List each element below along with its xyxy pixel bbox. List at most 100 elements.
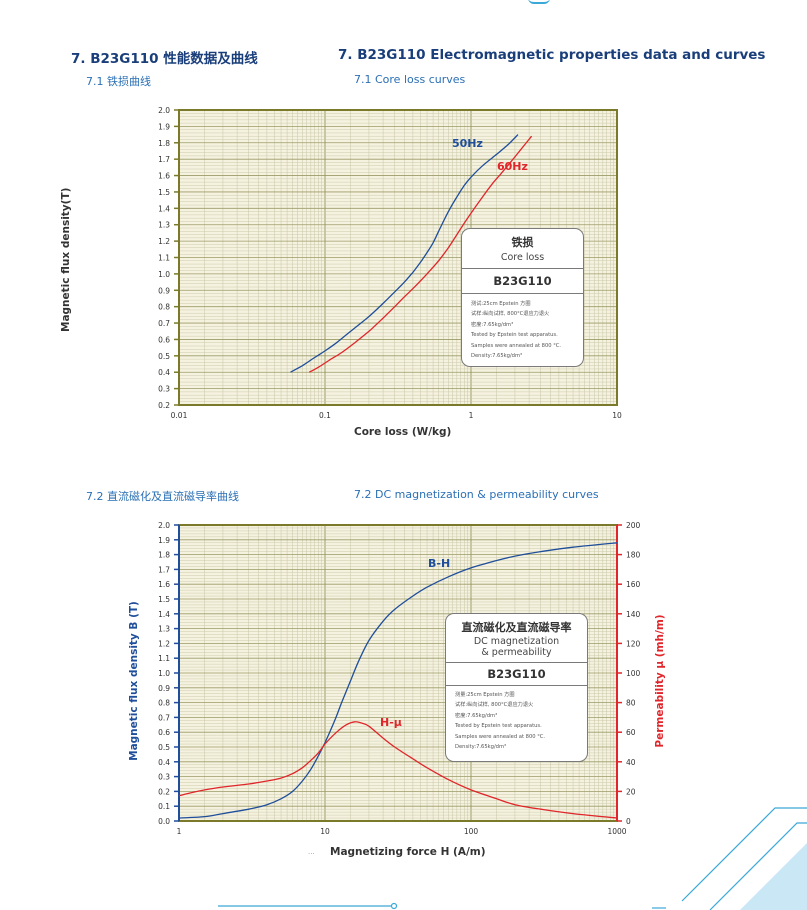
y-tick-label: 2.0 [158,106,170,115]
infobox-title-cn: 直流磁化及直流磁导率 [461,621,572,634]
infobox-note: Density:7.65kg/dm³ [455,744,507,751]
y-tick-label: 1.5 [158,188,170,197]
y-tick-label: 1.9 [158,122,170,131]
y-tick-label: 1.6 [158,580,170,589]
y2-tick-label: 80 [626,699,636,708]
infobox-title-en: Core loss [500,252,545,263]
dc-infobox: 直流磁化及直流磁导率 DC magnetization & permeabili… [445,613,588,762]
y-tick-label: 0.7 [158,713,170,722]
y-tick-label: 1.7 [158,565,170,574]
x-tick-label: 0.1 [319,411,331,420]
core-loss-subtitle-cn: 7.1 铁损曲线 [86,75,151,88]
x-tick-label: 0.01 [171,411,188,420]
y-tick-label: 1.4 [158,610,170,619]
top-decor-mark [528,0,550,4]
y2-tick-label: 100 [626,669,641,678]
series-label-h-mu: H-μ [380,716,402,729]
y-tick-label: 1.9 [158,536,170,545]
y-tick-label: 0.6 [158,728,170,737]
y-tick-label: 0.5 [158,743,170,752]
y-tick-label: 0.3 [158,385,170,394]
x-tick-label: 1000 [607,827,626,836]
y2-tick-label: 160 [626,580,641,589]
y-tick-label: 0.6 [158,335,170,344]
core-loss-x-axis-label: Core loss (W/kg) [354,426,452,438]
infobox-notes: 测量:25cm Epstein 方圈 试样:纵向试样, 800°C退应力退火 密… [446,690,587,752]
y-tick-label: 2.0 [158,521,170,530]
y-tick-label: 0.2 [158,787,170,796]
dc-x-axis-label: Magnetizing force H (A/m) [330,846,486,858]
core-loss-infobox: 铁损 Core loss B23G110 测试:25cm Epstein 方圈 … [461,228,584,367]
y-tick-label: 0.9 [158,286,170,295]
infobox-note: 测试:25cm Epstein 方圈 [471,301,531,307]
decor-line [709,822,807,910]
infobox-title-en-1: DC magnetization [473,636,560,647]
infobox-note: 密度:7.65kg/dm³ [471,321,514,328]
y-tick-label: 1.5 [158,595,170,604]
y2-tick-label: 120 [626,639,641,648]
series-line-60hz [308,135,533,373]
y-tick-label: 0.2 [158,401,170,410]
core-loss-subtitle-en: 7.1 Core loss curves [354,73,466,86]
infobox-note: Tested by Epstein test apparatus. [471,332,558,339]
infobox-grade: B23G110 [462,268,583,294]
y-tick-label: 0.0 [158,817,170,826]
x-tick-label: 10 [320,827,330,836]
x-tick-label: 10 [612,411,622,420]
section-title-en: 7. B23G110 Electromagnetic properties da… [338,47,766,63]
y-tick-label: 0.4 [158,758,170,767]
series-line-50hz [290,134,519,373]
series-label-50hz: 50Hz [452,137,483,150]
y-tick-label: 1.0 [158,270,170,279]
decor-triangle [740,843,807,910]
core-loss-chart: 0.2 0.3 0.4 0.5 0.6 0.7 0.8 0.9 1.0 1.1 1.2 1.3 1.4 1… [60,106,622,438]
decor-line [681,807,807,902]
y-tick-label: 0.7 [158,319,170,328]
infobox-note: 密度:7.65kg/dm³ [455,712,498,719]
dc-subtitle-cn: 7.2 直流磁化及直流磁导率曲线 [86,490,239,503]
y-tick-label: 1.3 [158,625,170,634]
infobox-notes: 测试:25cm Epstein 方圈 试样:纵向试样, 800°C退应力退火 密… [462,299,583,361]
y-tick-label: 0.8 [158,699,170,708]
series-line-b-h [178,542,618,819]
y-tick-label: 1.7 [158,155,170,164]
y-tick-label: 1.0 [158,669,170,678]
y2-tick-label: 20 [626,787,636,796]
y2-tick-label: 180 [626,551,641,560]
y2-tick-label: 0 [626,817,631,826]
y-tick-label: 1.2 [158,237,170,246]
infobox-note: Samples were annealed at 800 °C. [471,342,562,349]
y-tick-label: 1.4 [158,204,170,213]
infobox-note: 试样:纵向试样, 800°C退应力退火 [471,311,550,318]
section-title-cn: 7. B23G110 性能数据及曲线 [71,51,258,67]
infobox-note: Tested by Epstein test apparatus. [455,723,542,730]
x-tick-label: 1 [469,411,474,420]
decor-node [390,902,398,910]
infobox-note: Density:7.65kg/dm³ [471,353,523,360]
y2-tick-label: 60 [626,728,636,737]
y2-tick-label: 40 [626,758,636,767]
x-axis-leader-dots: ··· [308,850,315,858]
y-tick-label: 1.8 [158,551,170,560]
y-tick-label: 1.1 [158,254,170,263]
y-tick-label: 0.1 [158,802,170,811]
y-tick-label: 0.9 [158,684,170,693]
y-tick-label: 1.6 [158,172,170,181]
y-tick-label: 1.2 [158,639,170,648]
infobox-note: 试样:纵向试样, 800°C退应力退火 [455,702,534,709]
y-tick-label: 0.4 [158,368,170,377]
y-tick-label: 0.8 [158,303,170,312]
series-line-h- [178,721,618,819]
infobox-note: 测量:25cm Epstein 方圈 [455,692,515,698]
y-tick-label: 1.3 [158,221,170,230]
y2-tick-label: 140 [626,610,641,619]
series-label-b-h: B-H [428,557,451,570]
x-tick-label: 100 [464,827,479,836]
infobox-note: Samples were annealed at 800 °C. [455,733,546,740]
y-tick-label: 0.3 [158,773,170,782]
y-tick-label: 1.1 [158,654,170,663]
infobox-title-en-2: & permeability [481,647,552,658]
y-tick-label: 1.8 [158,139,170,148]
